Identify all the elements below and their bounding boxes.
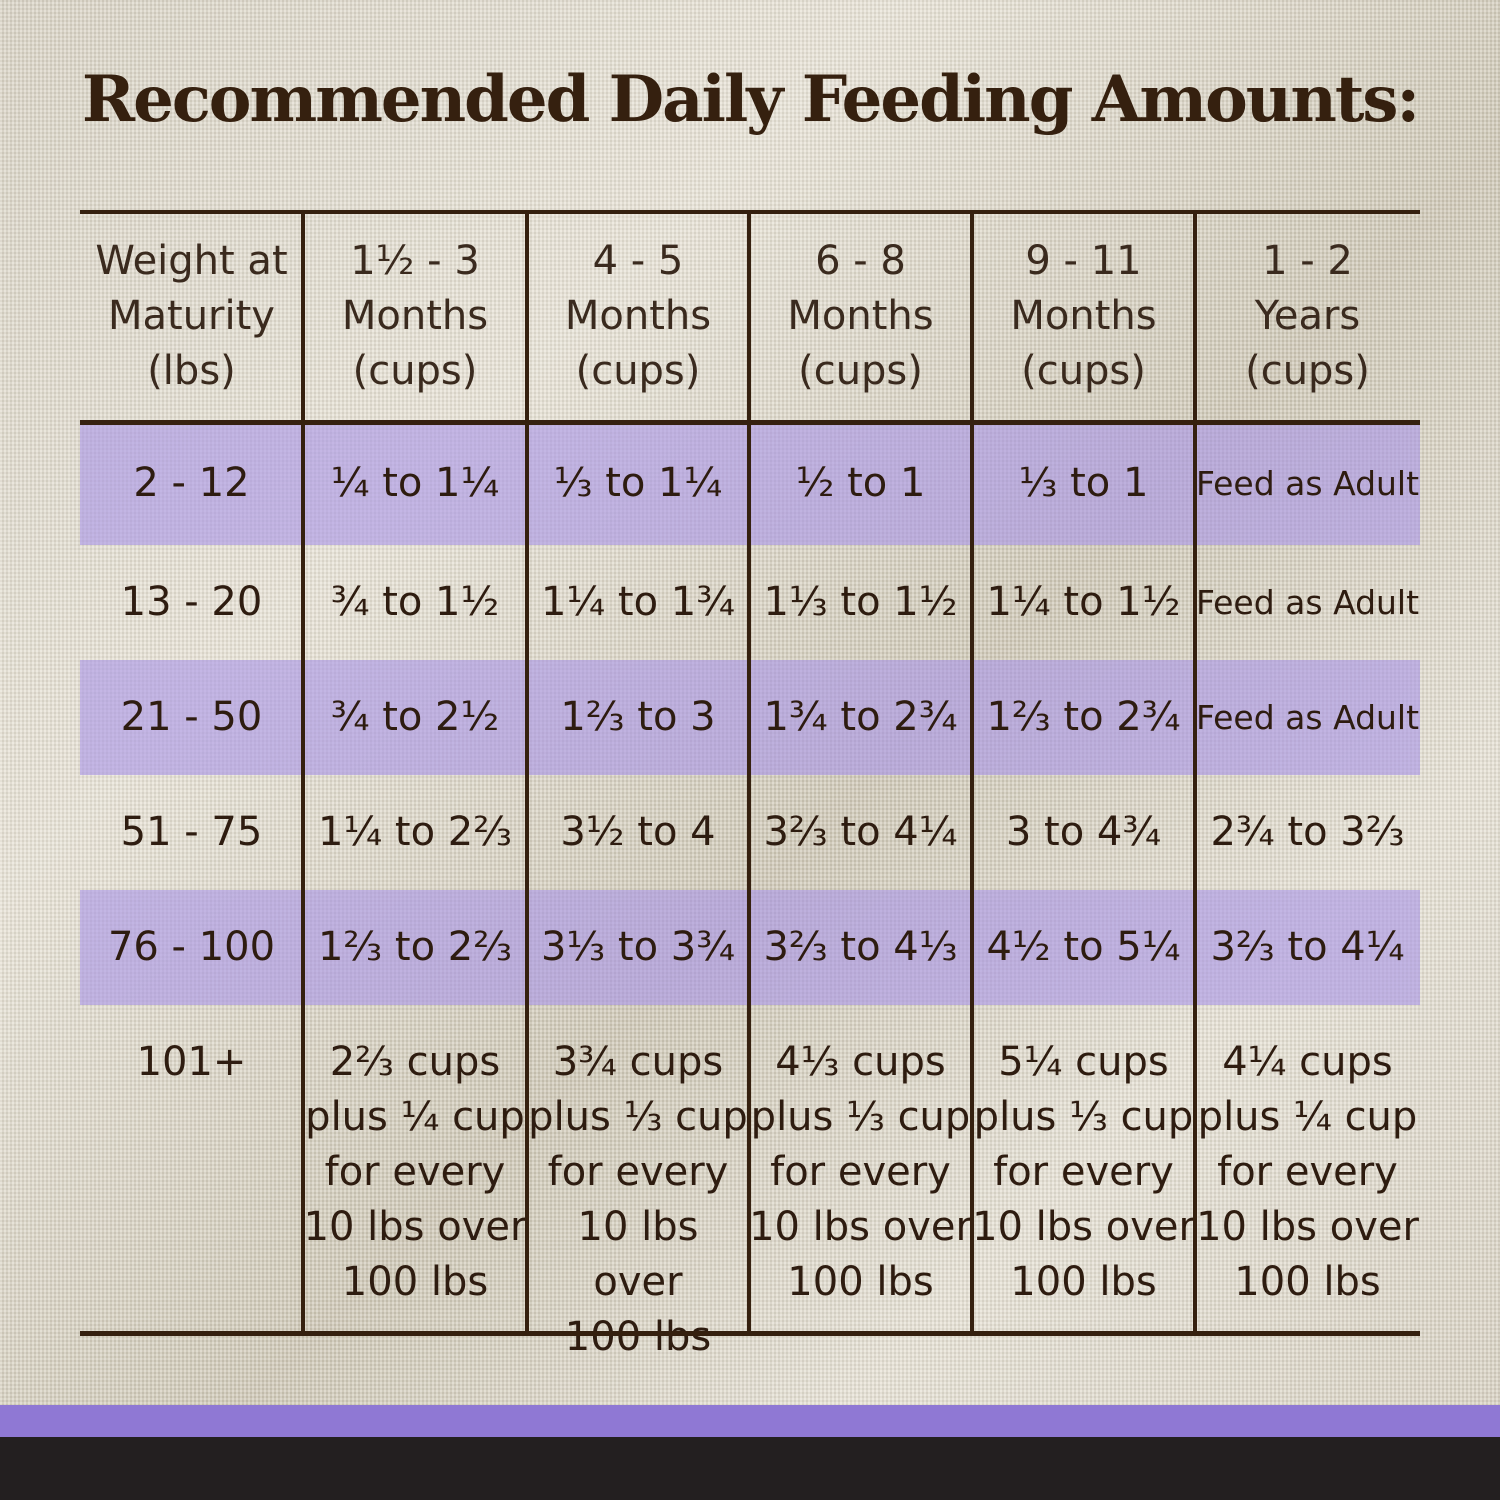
column-divider [301,210,305,1336]
column-header: Weight at Maturity (lbs) [95,237,288,394]
amount-cell: 4⅓ cups plus ⅓ cup for every 10 lbs over… [749,1039,972,1305]
amount-cell: 3¾ cups plus ⅓ cup for every 10 lbs over… [528,1039,748,1360]
column-divider [747,210,751,1336]
column-divider [970,210,974,1336]
column-header: 6 - 8 Months (cups) [787,237,934,394]
amount-cell: Feed as Adult [1195,464,1420,503]
amount-cell: ¾ to 2½ [330,694,500,740]
weight-cell: 21 - 50 [120,694,263,740]
amount-cell: 1⅔ to 2¾ [986,694,1181,740]
column-header: 9 - 11 Months (cups) [1010,237,1157,394]
weight-cell: 76 - 100 [107,924,276,970]
amount-cell: 3 to 4¾ [1005,809,1162,855]
amount-cell: Feed as Adult [1195,698,1420,737]
amount-cell: ¼ to 1¼ [330,460,500,506]
amount-cell: 1¼ to 1¾ [540,579,736,625]
amount-cell: ½ to 1 [795,460,926,506]
column-divider [525,210,529,1336]
amount-cell: ⅓ to 1¼ [553,460,723,506]
purple-band [0,1405,1500,1437]
amount-cell: 1⅓ to 1½ [763,579,958,625]
table-row: 51 - 75 1¼ to 2⅔ 3½ to 4 3⅔ to 4¼ 3 to 4¾ 2¾ … [80,775,1420,890]
amount-cell: 3⅓ to 3¾ [540,924,736,970]
amount-cell: 2¾ to 3⅔ [1210,809,1405,855]
amount-cell: ¾ to 1½ [330,579,500,625]
amount-cell: 1⅔ to 2⅔ [317,924,513,970]
amount-cell: ⅓ to 1 [1018,460,1149,506]
amount-cell: 1¼ to 2⅔ [317,809,513,855]
amount-cell: 1¼ to 1½ [986,579,1181,625]
column-divider [1193,210,1197,1336]
amount-cell: 5¼ cups plus ⅓ cup for every 10 lbs over… [972,1039,1195,1305]
amount-cell: 2⅔ cups plus ¼ cup for every 10 lbs over… [303,1039,527,1305]
weight-cell: 2 - 12 [133,460,250,506]
amount-cell: 4½ to 5¼ [986,924,1181,970]
amount-cell: 3⅔ to 4⅓ [763,924,958,970]
page-title: Recommended Daily Feeding Amounts: [81,62,1420,137]
column-header: 4 - 5 Months (cups) [564,237,712,394]
weight-cell: 51 - 75 [120,809,263,855]
feeding-table: Weight at Maturity (lbs) 1½ - 3 Months (c… [80,210,1420,1360]
amount-cell: 3⅔ to 4¼ [763,809,958,855]
header-row: Weight at Maturity (lbs) 1½ - 3 Months (c… [80,210,1420,422]
amount-cell: 4¼ cups plus ¼ cup for every 10 lbs over… [1196,1039,1419,1305]
amount-cell: 3⅔ to 4¼ [1210,924,1405,970]
table-row: 101+ 2⅔ cups plus ¼ cup for every 10 lbs … [80,1005,1420,1360]
amount-cell: Feed as Adult [1195,583,1420,622]
weight-cell: 101+ [136,1039,247,1085]
column-header: 1 - 2 Years (cups) [1245,237,1370,394]
table-row: 13 - 20 ¾ to 1½ 1¼ to 1¾ 1⅓ to 1½ 1¼ to 1½ Fe… [80,545,1420,660]
amount-cell: 1⅔ to 3 [560,694,716,740]
weight-cell: 13 - 20 [120,579,263,625]
column-header: 1½ - 3 Months (cups) [341,237,489,394]
footer-bar [0,1437,1500,1500]
amount-cell: 1¾ to 2¾ [763,694,958,740]
amount-cell: 3½ to 4 [560,809,716,855]
